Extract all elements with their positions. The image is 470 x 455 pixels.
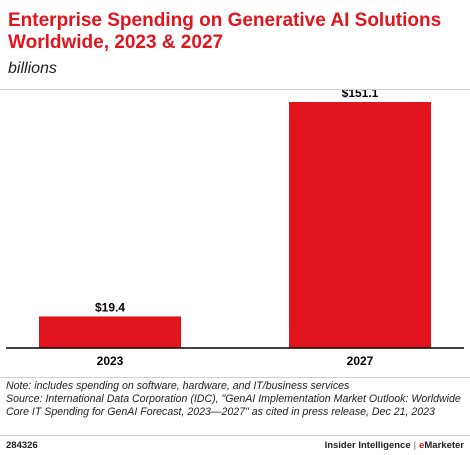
source-text: Source: International Data Corporation (… — [6, 393, 461, 418]
x-tick-labels-layer: 2023 2027 — [97, 354, 374, 368]
value-labels-layer: $19.4 $151.1 — [95, 90, 379, 314]
brand-emarketer-rest: Marketer — [424, 440, 464, 451]
brand-emarketer-e: e — [419, 440, 425, 451]
value-label-2027: $151.1 — [342, 90, 379, 100]
brand-logo: Insider Intelligence | eMarketer — [325, 440, 464, 451]
brand-separator: | — [413, 440, 417, 451]
notes-divider — [0, 377, 470, 378]
brand-insider-intelligence: Insider Intelligence — [324, 440, 411, 451]
top-divider — [0, 89, 470, 90]
bar-chart: $19.4 $151.1 2023 2027 — [6, 90, 464, 368]
chart-id: 284326 — [6, 440, 38, 451]
footer: 284326 Insider Intelligence | eMarketer — [0, 435, 470, 455]
chart-notes: Note: includes spending on software, har… — [6, 380, 466, 419]
note-text: Note: includes spending on software, har… — [6, 380, 350, 392]
x-tick-label-2023: 2023 — [97, 354, 124, 368]
x-tick-label-2027: 2027 — [347, 354, 374, 368]
value-label-2023: $19.4 — [95, 300, 125, 314]
chart-subtitle: billions — [8, 60, 57, 77]
bar-2023 — [39, 316, 181, 348]
bars-layer — [39, 102, 431, 348]
chart-title: Enterprise Spending on Generative AI Sol… — [8, 10, 442, 53]
bar-2027 — [289, 102, 431, 348]
